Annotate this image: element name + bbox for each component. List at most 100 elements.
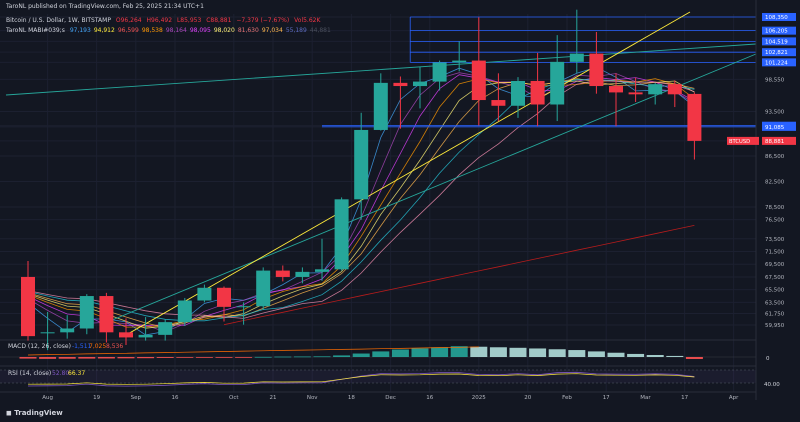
macd-histogram-bar	[137, 357, 155, 359]
macd-histogram-bar	[235, 357, 253, 358]
ohlc-close: C88,881	[206, 17, 232, 24]
macd-histogram-bar	[176, 357, 194, 358]
macd-histogram-bar	[568, 350, 586, 357]
macd-histogram-bar	[97, 357, 115, 359]
price-level-label: 106,205	[765, 29, 788, 35]
macd-histogram-bar	[333, 355, 351, 357]
macd-value: 7,025	[89, 343, 106, 350]
candle-body	[452, 60, 467, 63]
price-tick-label: 76,500	[765, 218, 785, 224]
moving-average-line	[27, 79, 695, 322]
candle-body	[21, 276, 35, 337]
candlestick-series	[21, 9, 702, 351]
macd-histogram-bar	[313, 356, 331, 358]
candle-body	[373, 82, 388, 130]
price-tick-label: 65,500	[765, 288, 785, 294]
symbol-tag-label: BTCUSD	[729, 139, 750, 145]
ohlc-open: O96,264	[115, 17, 142, 24]
time-tick-label: Dec	[385, 395, 396, 401]
candle-body	[550, 61, 565, 105]
time-tick-label: Oct	[229, 395, 239, 401]
upper-channel-line	[5, 43, 757, 96]
ohlc-low: L85,953	[176, 17, 202, 24]
rsi-band	[0, 370, 756, 383]
price-tick-label: 59,950	[765, 323, 785, 329]
moving-average-line	[27, 80, 695, 329]
macd-histogram-bar	[666, 355, 684, 357]
macd-histogram-bar	[685, 357, 703, 360]
last-price-tag	[762, 136, 796, 145]
price-tick-label: 71,500	[765, 250, 785, 256]
rsi-value: 66.37	[68, 370, 85, 377]
ma-legend-value: 97,193	[69, 27, 91, 34]
price-axis[interactable]: 98,550 93,500 86,500 82,500 78,500 76,500 73,5…	[727, 0, 796, 400]
macd-signal-line	[27, 346, 479, 356]
ma-legend-value: 81,630	[237, 27, 259, 34]
moving-average-line	[27, 80, 695, 319]
macd-histogram-bar	[293, 356, 311, 358]
candle-body	[354, 129, 369, 200]
rsi-line	[27, 371, 695, 387]
macd-histogram-bar	[587, 351, 605, 357]
candle-body	[99, 296, 114, 333]
macd-histogram-bar	[39, 357, 57, 359]
macd-histogram-bar	[509, 347, 527, 357]
price-tick-label: 86,500	[765, 154, 785, 160]
rsi-axis-label: 40.00	[764, 382, 780, 388]
macd-histogram-bar	[529, 348, 547, 357]
moving-average-lines	[27, 66, 695, 336]
macd-histogram-bar	[195, 357, 213, 358]
symbol-legend[interactable]: Bitcoin / U.S. Dollar, 1W, BITSTAMP O96,…	[6, 17, 323, 24]
time-tick-label: Aug	[42, 395, 53, 401]
macd-histogram-bar	[19, 357, 37, 359]
macd-histogram-bar	[646, 355, 664, 357]
candle-body	[413, 81, 427, 87]
price-tick-label: 67,500	[765, 275, 785, 281]
macd-histogram-bar	[58, 357, 76, 359]
candle-body	[393, 82, 408, 87]
price-level-tag	[762, 13, 796, 21]
macd-histogram-bar	[215, 357, 233, 358]
indicator-legend[interactable]: TaroNL MABI#039;s 97,193 94,912 96,599 98,5…	[6, 27, 334, 34]
macd-histogram-bar	[411, 348, 429, 357]
candle-body	[236, 306, 251, 308]
price-level-label: 102,821	[765, 50, 788, 56]
candle-body	[589, 53, 604, 87]
price-tick-label: 93,500	[765, 110, 785, 116]
time-tick-label: Feb	[562, 395, 572, 401]
long-moving-average-line	[223, 225, 695, 326]
rsi-value: 52.80	[52, 370, 69, 377]
macd-histogram-bar	[450, 346, 468, 357]
time-tick-label: 20	[524, 395, 531, 401]
candle-body	[119, 332, 133, 338]
ma-legend-value: 98,164	[165, 27, 187, 34]
macd-histogram-bar	[117, 357, 135, 359]
candle-body	[648, 84, 663, 95]
ma-legend-value: 44,881	[309, 27, 331, 34]
price-tick-label: 61,750	[765, 312, 785, 318]
time-tick-label: 2025	[472, 395, 486, 401]
price-level-tag	[762, 37, 796, 46]
candle-body	[158, 322, 173, 335]
time-tick-label: 17	[603, 395, 610, 401]
volume-value: Vol5.62K	[294, 17, 321, 24]
candle-body	[295, 271, 310, 277]
price-level-label: 108,350	[765, 15, 788, 21]
indicator-title: TaroNL MABI#039;s	[6, 27, 65, 34]
time-tick-label: Sep	[131, 395, 142, 401]
candle-body	[275, 270, 290, 277]
macd-histogram-bar	[352, 353, 370, 357]
time-tick-label: 17	[681, 395, 688, 401]
price-tick-label: 82,500	[765, 180, 785, 186]
tradingview-logo: ◼ TradingView	[6, 409, 63, 417]
macd-axis-label: 0	[766, 356, 770, 362]
macd-value: 8,536	[106, 343, 123, 350]
time-axis[interactable]: Aug 19 Sep 16 Oct 21 Nov 18 Dec 16 2025 20 Feb 17 Mar 1…	[42, 395, 739, 401]
macd-histogram-bar	[391, 349, 409, 357]
ma-legend-value: 98,538	[141, 27, 163, 34]
price-level-label: 91,085	[765, 125, 785, 131]
candle-body	[197, 287, 212, 301]
price-tick-label: 73,500	[765, 237, 785, 243]
candle-body	[177, 300, 192, 323]
